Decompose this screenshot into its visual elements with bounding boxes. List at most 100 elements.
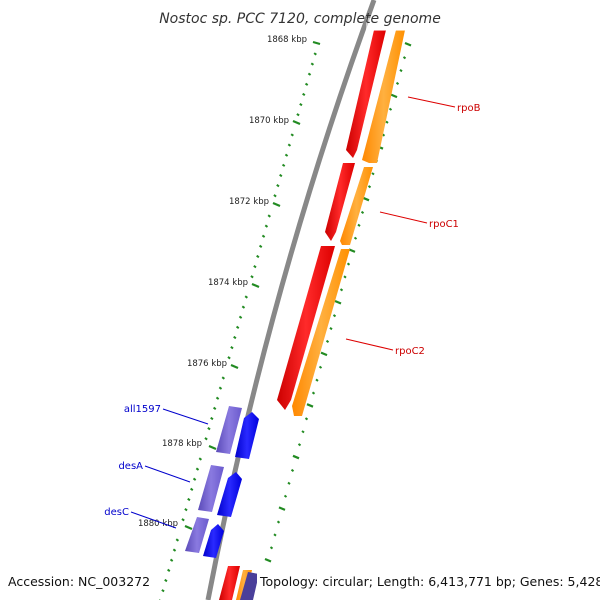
minor-tick [287,143,292,147]
minor-tick [221,376,225,380]
label-line-rpoC2 [345,338,394,351]
minor-tick [244,295,248,299]
minor-tick [299,102,303,107]
minor-tick [212,406,217,410]
minor-tick [198,457,203,461]
major-tick-1868: 1868 kbp [267,35,321,46]
minor-tick [172,548,177,552]
tick-label-1878: 1878 kbp [162,439,202,449]
outer-major-tick [264,557,272,563]
outer-minor-tick [311,391,316,395]
outer-minor-tick [287,481,291,485]
tick-label-1870: 1870 kbp [249,116,289,126]
gene-rpoC1-feature[interactable] [325,163,355,241]
outer-minor-tick [269,546,274,550]
major-tick-1876: 1876 kbp [187,359,239,370]
topology-text: Topology: circular; Length: 6,413,771 bp… [259,574,600,589]
major-tick-1872: 1872 kbp [229,197,281,208]
outer-major-tick [390,93,398,99]
gene-all1597-cds-feature[interactable] [216,406,242,454]
gene-label-rpoC2[interactable]: rpoC2 [395,346,425,357]
outer-major-tick [334,299,342,305]
outer-major-tick [404,41,412,47]
gene-rpoC2-cds-feature[interactable] [292,249,350,416]
gene-label-desC[interactable]: desC [104,507,129,518]
outer-minor-tick [318,365,323,369]
tick-label-1874: 1874 kbp [208,278,248,288]
minor-tick [273,194,277,198]
major-tick-1880: 1880 kbp [138,519,193,531]
major-tick-1870: 1870 kbp [249,116,301,126]
gene-label-rpoB[interactable]: rpoB [457,103,481,114]
minor-tick [187,497,191,502]
gene-label-rpoC1[interactable]: rpoC1 [429,219,459,230]
major-tick-1874: 1874 kbp [208,278,260,289]
minor-tick [181,518,185,522]
minor-ticks [159,52,317,600]
label-line-rpoC1 [379,211,428,224]
gene-rpoC2-feature[interactable] [277,246,335,410]
gene-rpoB-cds-feature[interactable] [362,30,405,163]
outer-minor-tick [395,81,400,85]
minor-tick [302,92,306,97]
tick-label-1880: 1880 kbp [138,519,178,529]
major-tick-1878: 1878 kbp [162,439,217,451]
outer-major-tick [362,196,370,202]
minor-tick [276,183,280,188]
top-fade [366,18,414,31]
gene-rpoC1-cds-feature[interactable] [340,167,373,245]
minor-tick [204,437,208,441]
label-line-all1597 [162,408,209,425]
minor-tick [175,538,180,542]
minor-tick [250,275,254,279]
outer-ticks [264,41,412,563]
gene-rpoB-feature[interactable] [346,30,386,158]
minor-tick [313,52,317,56]
gene-desA-cds-feature[interactable] [198,465,224,512]
minor-tick [307,72,312,76]
minor-tick [218,386,223,390]
minor-tick [264,224,269,228]
gene-label-desA[interactable]: desA [118,461,143,472]
label-line-desA [144,465,191,483]
outer-major-tick [278,506,286,511]
outer-minor-tick [290,468,295,473]
minor-tick [215,396,220,400]
gene-all1597-feature[interactable] [235,412,259,459]
tick-label-1868: 1868 kbp [267,35,307,45]
minor-tick [164,578,168,583]
minor-tick [238,315,243,319]
minor-tick [284,153,289,157]
gene-desC-cds-feature[interactable] [185,517,209,553]
minor-tick [192,477,197,481]
outer-minor-tick [399,69,403,73]
minor-tick [261,234,266,238]
outer-minor-tick [346,262,351,266]
minor-tick [258,244,263,248]
gene-desC-feature[interactable] [203,524,224,558]
gene-partial-red-feature [219,566,240,600]
outer-minor-tick [353,236,358,240]
minor-tick [279,173,283,178]
outer-minor-tick [367,185,372,189]
minor-tick [167,568,171,573]
minor-tick [241,305,246,309]
minor-tick [190,487,194,492]
outer-minor-tick [301,430,305,434]
map-title: Nostoc sp. PCC 7120, complete genome [159,11,441,27]
gene-desA-feature[interactable] [217,472,242,517]
minor-tick [169,558,174,562]
minor-tick [227,356,231,360]
gene-label-all1597[interactable]: all1597 [124,404,161,415]
outer-minor-tick [332,314,337,318]
outer-major-tick [306,403,314,408]
footer-topology-bg [257,571,593,591]
outer-minor-tick [325,339,330,344]
minor-tick [290,133,294,137]
tick-label-1876: 1876 kbp [187,359,227,369]
outer-minor-tick [360,210,365,214]
label-line-rpoB [407,96,456,108]
label-line-desC [130,511,177,529]
outer-minor-tick [371,172,375,176]
